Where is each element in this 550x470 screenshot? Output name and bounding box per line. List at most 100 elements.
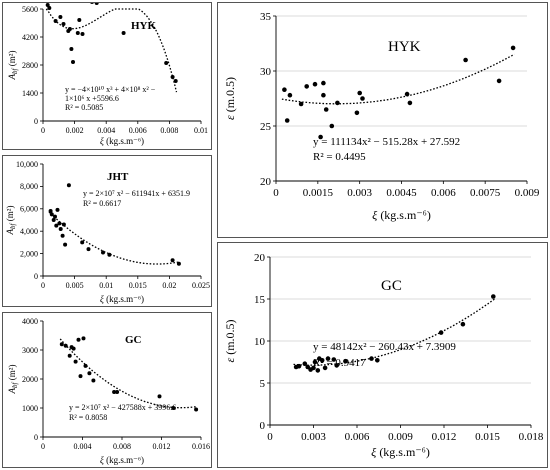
x-tick-label: 0.005 — [66, 281, 84, 290]
x-axis-unit: (kg.s.m⁻⁶) — [376, 445, 430, 459]
data-point — [69, 47, 74, 51]
data-point — [302, 361, 308, 366]
x-tick-label: 0.012 — [153, 442, 171, 451]
data-point — [75, 31, 80, 35]
data-point — [334, 363, 339, 368]
data-point — [176, 261, 181, 266]
chart-svg: 0 2,000 4,000 6,000 8,000 10,000 0 0.005 0.01 0.0… — [5, 160, 210, 304]
data-point — [284, 118, 290, 123]
data-point — [107, 252, 112, 257]
x-axis-symbol: ξ — [100, 294, 104, 304]
x-tick-label: 0.008 — [160, 126, 178, 135]
data-point — [319, 358, 325, 363]
x-tick-label: 0.003 — [347, 187, 372, 199]
trendline — [59, 338, 198, 409]
data-point — [329, 123, 335, 129]
data-point — [463, 57, 468, 63]
data-point — [49, 212, 54, 217]
y-tick-label: 2000 — [22, 375, 38, 384]
data-point — [53, 19, 58, 23]
x-tick-label: 0.002 — [66, 126, 84, 135]
x-tick-label: 0.006 — [345, 431, 370, 443]
x-tick-label: 0 — [267, 431, 273, 443]
y-axis-unit: (m²) — [7, 51, 17, 69]
data-point — [55, 207, 60, 212]
x-axis-label: ξ (kg.s.m⁻⁶) — [100, 294, 144, 304]
x-axis-unit: (kg.s.m⁻⁶) — [104, 455, 144, 465]
y-axis-unit: (m.0.5) — [223, 77, 237, 115]
data-point — [78, 374, 83, 379]
trend-equation: y = −4×10¹⁰ x³ + 4×10⁸ x² − — [65, 85, 156, 94]
y-axis-symbol: A — [7, 387, 17, 394]
trend-equation: R² = 0.5085 — [65, 103, 103, 112]
y-tick-label: 4,000 — [20, 227, 38, 236]
y-tick-label: 15 — [254, 294, 266, 306]
data-point — [170, 75, 175, 79]
x-tick-label: 0.004 — [74, 442, 92, 451]
data-point — [311, 365, 316, 371]
chart-title: GC — [381, 278, 402, 294]
x-tick-label: 0.009 — [388, 431, 413, 443]
trend-equation: R² = 0.8058 — [69, 413, 107, 422]
x-tick-label: 0.003 — [301, 431, 326, 443]
x-tick-label: 0.006 — [129, 126, 147, 135]
data-point — [66, 183, 71, 188]
x-tick-label: 0 — [273, 187, 279, 199]
chart-panel-eps-hyk: 20 25 30 35 0 0.0015 0.003 0.0045 0.006 0.0075 0.0… — [217, 2, 548, 238]
y-tick-label: 0 — [34, 433, 38, 442]
data-point — [325, 356, 331, 361]
chart-panel-eps-gc: 0 5 10 15 20 0 0.003 0.006 0.009 0.012 0.015 0.018 G… — [217, 242, 548, 468]
y-tick-label: 5 — [260, 378, 266, 390]
x-tick-label: 0.009 — [515, 187, 540, 199]
data-point — [510, 45, 516, 51]
y-axis-unit: (m²) — [5, 206, 15, 224]
chart-title: GC — [125, 334, 142, 346]
data-point — [101, 250, 105, 255]
trend-equation: 1×10⁶ x +5596.6 — [65, 94, 119, 103]
data-point — [61, 22, 66, 26]
data-point — [58, 227, 63, 231]
data-point — [87, 371, 92, 376]
x-tick-label: 0.01 — [194, 126, 208, 135]
data-point — [287, 92, 293, 98]
y-tick-label: 30 — [260, 66, 272, 78]
data-point — [354, 110, 360, 116]
data-point — [369, 356, 374, 361]
y-axis-label: ε (m.0.5) — [223, 77, 237, 120]
y-tick-label: 2800 — [22, 61, 38, 70]
data-point — [296, 363, 302, 369]
y-tick-label: 0 — [260, 420, 266, 432]
data-point — [407, 100, 413, 106]
chart-svg: 0 1400 2800 4200 5600 0 0.002 0.004 0.006 0.008 0.… — [7, 3, 208, 146]
x-tick-label: 0.006 — [431, 187, 456, 199]
data-point — [115, 390, 120, 394]
chart-title: JHT — [107, 171, 129, 183]
data-point — [112, 390, 117, 394]
data-point — [67, 27, 72, 31]
data-point — [121, 31, 126, 35]
data-point — [438, 330, 444, 335]
data-point — [375, 358, 380, 363]
trendline — [281, 53, 515, 105]
data-point — [315, 368, 321, 373]
y-tick-label: 4200 — [22, 33, 38, 42]
y-axis-symbol: A — [7, 73, 17, 80]
data-point — [360, 96, 365, 101]
trendline — [48, 211, 180, 265]
data-point — [323, 107, 329, 112]
y-tick-label: 20 — [260, 176, 272, 188]
trend-equation: y = 2×10⁷ x² − 427588x + 3996.6 — [69, 403, 176, 412]
data-point — [63, 242, 68, 247]
y-axis-label: Abf (m²) — [7, 51, 19, 81]
data-point — [53, 214, 57, 219]
data-point — [321, 80, 326, 86]
trend-equation: R² = 0.9417 — [313, 357, 366, 369]
data-point — [83, 363, 88, 368]
x-tick-label: 0.0015 — [303, 187, 334, 199]
data-point — [94, 3, 99, 5]
x-tick-label: 0.01 — [99, 281, 113, 290]
trend-equation: R² = 0.6617 — [83, 199, 121, 208]
data-point — [157, 394, 162, 399]
data-point — [322, 365, 328, 371]
data-point — [80, 32, 85, 36]
